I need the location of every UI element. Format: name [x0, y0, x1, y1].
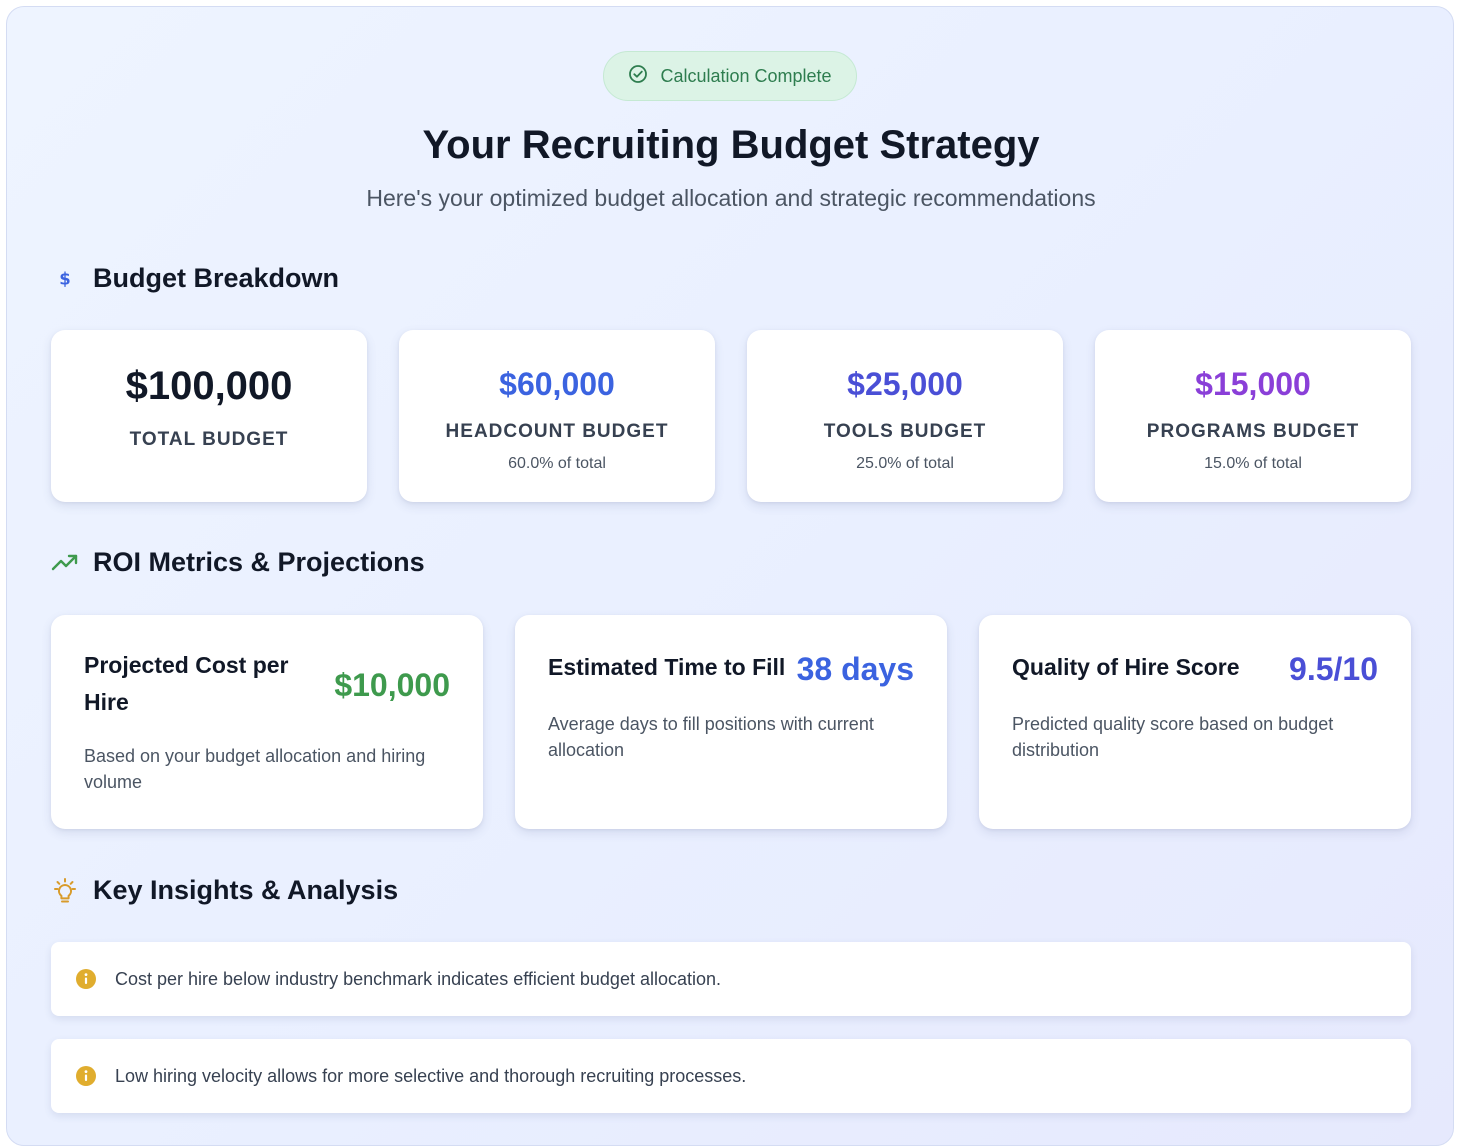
info-icon — [75, 968, 97, 990]
programs-budget-label: PROGRAMS BUDGET — [1146, 421, 1360, 442]
key-insights-heading: Key Insights & Analysis — [51, 875, 398, 906]
quality-of-hire-desc: Predicted quality score based on budget … — [1012, 714, 1334, 760]
budget-breakdown-heading: $ Budget Breakdown — [51, 263, 339, 294]
cost-per-hire-value: $10,000 — [334, 667, 450, 703]
cost-per-hire-title: Projected Cost per Hire — [84, 652, 289, 715]
dollar-icon: $ — [51, 265, 79, 293]
quality-of-hire-card: Quality of Hire Score 9.5/10 Predicted q… — [979, 615, 1411, 829]
insight-item: Low hiring velocity allows for more sele… — [51, 1039, 1411, 1113]
key-insights-title: Key Insights & Analysis — [93, 875, 399, 905]
quality-of-hire-value: 9.5/10 — [1289, 651, 1378, 687]
cost-per-hire-card: Projected Cost per Hire $10,000 Based on… — [51, 615, 483, 829]
headcount-budget-card: $60,000 HEADCOUNT BUDGET 60.0% of total — [399, 330, 715, 502]
headcount-budget-label: HEADCOUNT BUDGET — [445, 421, 669, 442]
badge-label: Calculation Complete — [660, 65, 832, 86]
tools-budget-card: $25,000 TOOLS BUDGET 25.0% of total — [747, 330, 1063, 502]
quality-of-hire-title: Quality of Hire Score — [1012, 654, 1240, 680]
total-budget-label: TOTAL BUDGET — [129, 429, 289, 450]
tools-budget-label: TOOLS BUDGET — [823, 421, 987, 442]
total-budget-amount: $100,000 — [125, 364, 293, 408]
total-budget-card: $100,000 TOTAL BUDGET — [51, 330, 367, 502]
trending-up-icon — [51, 549, 79, 577]
time-to-fill-card: Estimated Time to Fill 38 days Average d… — [515, 615, 947, 829]
calculation-complete-badge: Calculation Complete — [603, 51, 857, 101]
time-to-fill-title: Estimated Time to Fill — [548, 654, 786, 680]
insight-text: Cost per hire below industry benchmark i… — [115, 968, 722, 989]
insight-item: Cost per hire below industry benchmark i… — [51, 942, 1411, 1016]
cost-per-hire-desc: Based on your budget allocation and hiri… — [84, 746, 426, 792]
lightbulb-icon — [51, 877, 79, 905]
headcount-budget-amount: $60,000 — [499, 366, 615, 402]
roi-metrics-title: ROI Metrics & Projections — [93, 547, 425, 577]
programs-budget-pct: 15.0% of total — [1204, 455, 1302, 472]
insight-text: Low hiring velocity allows for more sele… — [115, 1065, 747, 1086]
time-to-fill-desc: Average days to fill positions with curr… — [548, 714, 874, 760]
info-icon — [75, 1065, 97, 1087]
results-panel: Calculation Complete Your Recruiting Bud… — [6, 6, 1454, 1146]
programs-budget-card: $15,000 PROGRAMS BUDGET 15.0% of total — [1095, 330, 1411, 502]
check-circle-icon — [628, 64, 648, 89]
page-subtitle: Here's your optimized budget allocation … — [366, 185, 1096, 211]
page-title: Your Recruiting Budget Strategy — [422, 123, 1040, 167]
budget-breakdown-title: Budget Breakdown — [93, 263, 340, 293]
roi-metrics-heading: ROI Metrics & Projections — [51, 547, 425, 578]
svg-text:$: $ — [59, 269, 70, 288]
headcount-budget-pct: 60.0% of total — [508, 455, 606, 472]
tools-budget-amount: $25,000 — [847, 366, 963, 402]
tools-budget-pct: 25.0% of total — [856, 455, 954, 472]
programs-budget-amount: $15,000 — [1195, 366, 1311, 402]
time-to-fill-value: 38 days — [796, 651, 914, 687]
